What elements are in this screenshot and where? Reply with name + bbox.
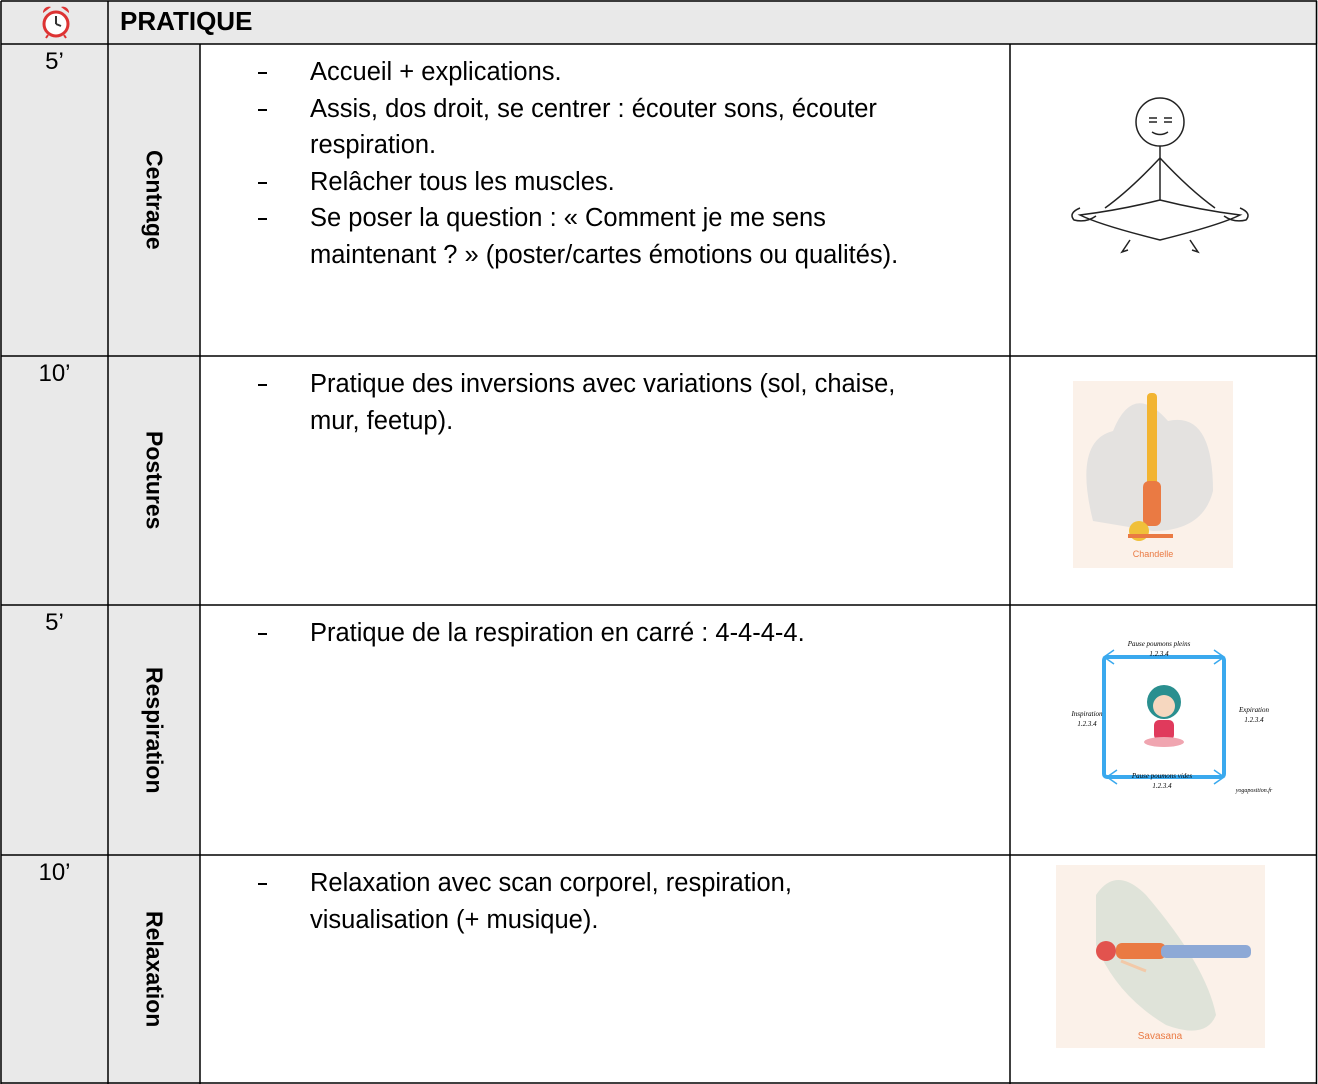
header-background — [0, 0, 1318, 44]
section-label: Relaxation — [141, 911, 168, 1028]
image-label: 1.2.3.4 — [1244, 716, 1264, 724]
section-cell: Relaxation — [108, 855, 200, 1084]
bullet-list: Relaxation avec scan corporel, respirati… — [245, 865, 925, 938]
list-item: Pratique des inversions avec variations … — [245, 366, 925, 439]
bullet-dash — [258, 72, 267, 74]
image-label: yogaposition.fr — [1235, 787, 1273, 794]
respiration-image: Pause poumons pleins 1.2.3.4 Inspiration… — [1070, 640, 1273, 794]
item-text: Pratique de la respiration en carré : 4-… — [310, 619, 805, 647]
image-label: Expiration — [1238, 706, 1269, 714]
duration: 10’ — [38, 859, 71, 886]
alarm-icon — [42, 6, 70, 39]
list-item: Assis, dos droit, se centrer : écouter s… — [245, 91, 925, 164]
item-text: Se poser la question : « Comment je me s… — [310, 204, 899, 269]
item-text: Relâcher tous les muscles. — [310, 167, 615, 196]
bullet-dash — [258, 108, 267, 111]
meditation-drawing — [1071, 97, 1249, 254]
bullet-dash — [258, 384, 267, 386]
bullet-dash — [258, 633, 267, 635]
item-text: Accueil + explications. — [310, 58, 562, 86]
savasana-image: Savasana — [1056, 865, 1265, 1048]
list-item: Pratique de la respiration en carré : 4-… — [245, 615, 925, 652]
image-caption: Chandelle — [1133, 549, 1174, 559]
image-label: Inspiration — [1070, 710, 1103, 718]
duration: 10’ — [38, 360, 71, 387]
image-label: Pause poumons vides — [1131, 772, 1193, 780]
section-cell: Centrage — [108, 44, 200, 356]
duration: 5’ — [45, 609, 64, 636]
image-label: Pause poumons pleins — [1127, 640, 1191, 648]
side-background — [0, 44, 200, 1084]
bullet-list: Pratique de la respiration en carré : 4-… — [245, 615, 925, 652]
section-label: Respiration — [141, 666, 168, 794]
bullet-list: Accueil + explications. Assis, dos droit,… — [245, 54, 925, 273]
duration: 5’ — [45, 48, 64, 75]
list-item: Se poser la question : « Comment je me s… — [245, 200, 925, 273]
image-label: 1.2.3.4 — [1077, 720, 1097, 728]
section-cell: Postures — [108, 356, 200, 605]
bullet-dash — [258, 218, 267, 220]
list-item: Accueil + explications. — [245, 54, 925, 91]
table-title: PRATIQUE — [120, 6, 253, 36]
item-text: Relaxation avec scan corporel, respirati… — [310, 869, 792, 934]
section-cell: Respiration — [108, 605, 200, 855]
list-item: Relaxation avec scan corporel, respirati… — [245, 865, 925, 938]
bullet-list: Pratique des inversions avec variations … — [245, 366, 925, 439]
item-text: Pratique des inversions avec variations … — [310, 370, 896, 435]
bullet-dash — [258, 883, 267, 885]
list-item: Relâcher tous les muscles. — [245, 164, 925, 201]
image-label: 1.2.3.4 — [1149, 650, 1169, 658]
section-label: Postures — [141, 431, 168, 530]
bullet-dash — [258, 181, 267, 184]
item-text: Assis, dos droit, se centrer : écouter s… — [310, 94, 877, 160]
image-caption: Savasana — [1138, 1031, 1183, 1042]
section-label: Centrage — [141, 150, 168, 250]
chandelle-image: Chandelle — [1073, 381, 1233, 568]
image-label: 1.2.3.4 — [1152, 782, 1172, 790]
